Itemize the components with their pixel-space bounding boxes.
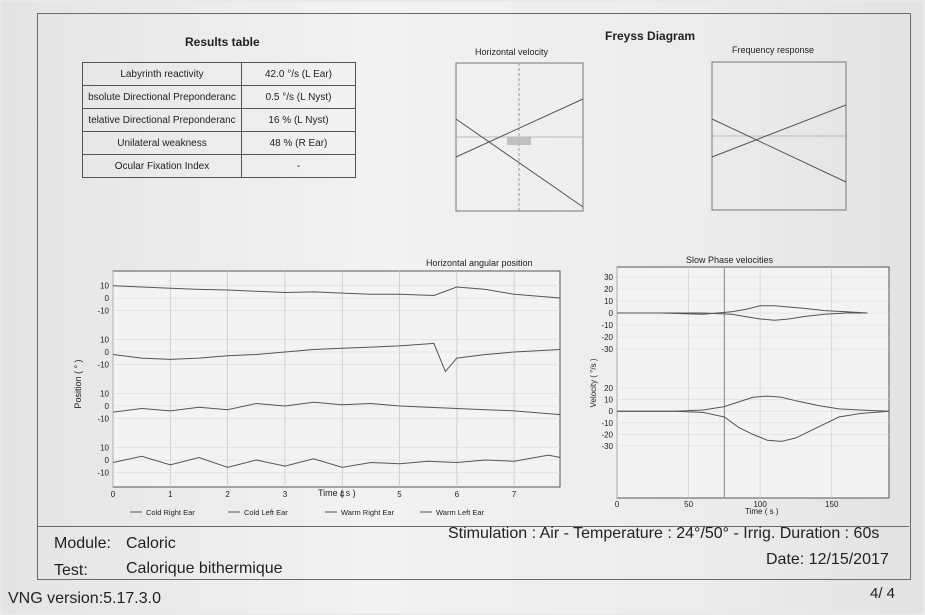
y-tick-label: -20 <box>601 333 613 342</box>
result-label: Ocular Fixation Index <box>82 154 242 178</box>
test-label: Test: <box>54 562 88 579</box>
y-tick-label: -10 <box>601 321 613 330</box>
page-number: 4/ 4 <box>870 585 896 602</box>
series-line <box>112 342 561 373</box>
series-line <box>617 305 868 315</box>
y-tick-label: 10 <box>604 297 613 306</box>
series-line <box>112 454 561 468</box>
x-tick-label: 100 <box>753 500 767 509</box>
chart-title: Slow Phase velocities <box>686 255 774 265</box>
test-value: Calorique bithermique <box>126 560 283 577</box>
legend-label: Cold Right Ear <box>146 508 195 517</box>
freyss-diagram-title: Freyss Diagram <box>605 29 696 43</box>
y-tick-label: -10 <box>97 468 109 477</box>
legend-label: Warm Right Ear <box>341 508 395 517</box>
x-axis-label: Time ( s ) <box>318 488 356 498</box>
chart-title: Horizontal angular position <box>426 258 533 268</box>
y-tick-label: 0 <box>609 309 614 318</box>
legend-label: Warm Left Ear <box>436 508 485 517</box>
report-frame <box>37 13 911 580</box>
result-label: Labyrinth reactivity <box>82 62 242 86</box>
frequency-response-title: Frequency response <box>732 45 815 55</box>
result-label: bsolute Directional Preponderanc <box>82 85 242 109</box>
x-axis-label: Time ( s ) <box>745 507 779 516</box>
y-tick-label: -10 <box>97 414 109 423</box>
horizontal-velocity-diagram <box>455 62 584 212</box>
y-tick-label: -10 <box>97 306 109 315</box>
result-label: Unilateral weakness <box>82 131 242 155</box>
y-tick-label: 10 <box>100 444 109 453</box>
x-tick-label: 6 <box>455 490 460 499</box>
y-axis-label: Position ( ° ) <box>73 359 83 408</box>
legend-label: Cold Left Ear <box>244 508 288 517</box>
series-line <box>112 401 561 416</box>
horizontal-angular-position-chart: Horizontal angular position 100-10100-10… <box>73 258 561 517</box>
y-tick-label: 0 <box>105 294 110 303</box>
y-tick-label: -10 <box>97 360 109 369</box>
x-tick-label: 3 <box>283 490 288 499</box>
x-tick-label: 0 <box>615 500 620 509</box>
y-tick-label: 10 <box>100 390 109 399</box>
y-tick-label: -30 <box>601 345 613 354</box>
frequency-response-diagram <box>711 61 847 211</box>
x-tick-label: 0 <box>111 490 116 499</box>
result-value: 48 % (R Ear) <box>241 131 356 155</box>
horizontal-velocity-title: Horizontal velocity <box>475 47 549 57</box>
slow-phase-velocities-chart: Slow Phase velocities 3020100-10-20-3020… <box>589 255 890 516</box>
result-value: 16 % (L Nyst) <box>241 108 356 132</box>
y-tick-label: 10 <box>604 396 613 405</box>
x-tick-label: 150 <box>825 500 839 509</box>
y-tick-label: -10 <box>601 419 613 428</box>
series-line <box>112 285 561 299</box>
series-line <box>617 312 868 321</box>
y-tick-label: 10 <box>100 336 109 345</box>
y-tick-label: 0 <box>105 456 110 465</box>
vng-version: VNG version:5.17.3.0 <box>8 590 161 607</box>
y-tick-label: 20 <box>604 285 613 294</box>
result-value: 0.5 °/s (L Nyst) <box>241 85 356 109</box>
y-tick-label: 10 <box>100 282 109 291</box>
result-value: - <box>241 154 356 178</box>
module-label: Module: <box>54 535 111 552</box>
y-tick-label: 0 <box>105 402 110 411</box>
results-row: Unilateral weakness 48 % (R Ear) <box>82 131 356 155</box>
result-label: telative Directional Preponderanc <box>82 108 242 132</box>
x-tick-label: 7 <box>512 490 517 499</box>
y-tick-label: -20 <box>601 430 613 439</box>
results-row: Ocular Fixation Index - <box>82 154 356 178</box>
module-value: Caloric <box>126 535 176 552</box>
series-line <box>617 395 890 412</box>
y-axis-label: Velocity ( °/s ) <box>589 358 598 407</box>
y-tick-label: 0 <box>105 348 110 357</box>
footer-separator <box>38 526 909 527</box>
x-tick-label: 5 <box>397 490 402 499</box>
y-tick-label: 0 <box>609 407 614 416</box>
results-row: Labyrinth reactivity 42.0 °/s (L Ear) <box>82 62 356 86</box>
results-row: bsolute Directional Preponderanc 0.5 °/s … <box>82 85 356 109</box>
stimulation-info: Stimulation : Air - Temperature : 24°/50… <box>448 525 880 542</box>
results-table-title: Results table <box>185 35 260 49</box>
x-tick-label: 1 <box>168 490 173 499</box>
x-tick-label: 50 <box>684 500 693 509</box>
report-date: Date: 12/15/2017 <box>766 551 889 568</box>
x-tick-label: 4 <box>340 490 345 499</box>
series-line <box>617 410 890 442</box>
result-value: 42.0 °/s (L Ear) <box>241 62 356 86</box>
y-tick-label: 20 <box>604 384 613 393</box>
x-tick-label: 2 <box>225 490 230 499</box>
y-tick-label: -30 <box>601 442 613 451</box>
results-table: Labyrinth reactivity 42.0 °/s (L Ear) bsol… <box>82 62 356 178</box>
y-tick-label: 30 <box>604 273 613 282</box>
results-row: telative Directional Preponderanc 16 % (L… <box>82 108 356 132</box>
